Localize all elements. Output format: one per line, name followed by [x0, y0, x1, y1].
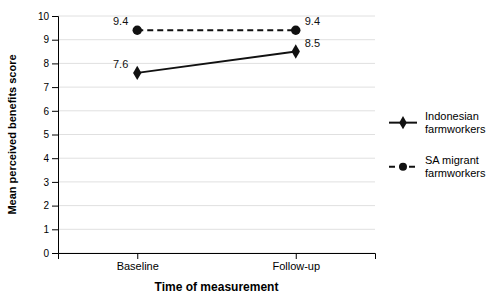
grid-line — [58, 39, 375, 40]
grid-line — [58, 181, 375, 182]
chart: 0 1 2 3 4 5 6 7 8 9 10 Baseline Follow-up 7.6 8.5 9.4 9.… — [0, 0, 500, 301]
legend-label: SA migrantfarmworkers — [425, 154, 486, 179]
legend-item: SA migrantfarmworkers — [389, 154, 486, 179]
x-tick-label: Follow-up — [272, 260, 320, 272]
grid-line — [58, 205, 375, 206]
y-tick-label: 0 — [43, 248, 49, 259]
y-tick-label: 3 — [43, 177, 49, 188]
grid-line — [58, 110, 375, 111]
series-line — [137, 29, 296, 31]
grid-line — [58, 158, 375, 159]
y-tick-mark — [52, 253, 58, 254]
x-tick-label: Baseline — [117, 260, 159, 272]
marks — [133, 26, 301, 81]
data-label: 8.5 — [305, 37, 320, 49]
y-axis-title: Mean perceived benefits score — [6, 54, 18, 214]
legend-marker — [399, 116, 407, 129]
point — [133, 26, 142, 35]
point — [292, 44, 300, 58]
y-tick-label: 5 — [43, 129, 49, 140]
x-axis: Baseline Follow-up — [59, 253, 376, 272]
y-tick: 4 — [43, 153, 58, 164]
y-tick: 7 — [43, 82, 58, 93]
data-labels: 7.6 8.5 9.4 9.4 — [113, 15, 320, 70]
point — [291, 26, 300, 35]
grid-line — [58, 134, 375, 135]
y-tick: 9 — [43, 34, 58, 45]
y-tick-mark — [52, 87, 58, 88]
x-axis-title: Time of measurement — [155, 280, 279, 294]
y-axis: 0 1 2 3 4 5 6 7 8 9 10 — [38, 11, 59, 259]
y-tick-label: 6 — [43, 106, 49, 117]
grid-line — [58, 229, 375, 230]
legend-label-line: farmworkers — [425, 167, 486, 179]
legend-label-line: SA migrant — [425, 154, 479, 166]
x-tick: Follow-up — [272, 253, 320, 272]
y-tick-label: 10 — [38, 11, 50, 22]
y-tick: 10 — [38, 11, 58, 22]
y-tick-mark — [52, 158, 58, 159]
data-label: 9.4 — [113, 15, 128, 27]
grid — [58, 16, 375, 253]
y-tick-mark — [52, 111, 58, 112]
y-tick: 5 — [43, 129, 58, 140]
legend-label: Indonesianfarmworkers — [425, 110, 486, 135]
y-tick-mark — [52, 16, 58, 17]
y-tick-mark — [52, 229, 58, 230]
x-tick-mark — [137, 253, 138, 259]
legend-item: Indonesianfarmworkers — [389, 110, 486, 135]
legend-label-line: Indonesian — [425, 110, 479, 122]
y-tick: 8 — [43, 58, 58, 69]
data-label: 7.6 — [113, 58, 128, 70]
point — [133, 66, 141, 80]
legend-marker — [399, 163, 407, 171]
series-line — [137, 52, 296, 73]
y-tick-label: 2 — [43, 200, 49, 211]
x-tick: Baseline — [117, 253, 159, 272]
y-tick-label: 4 — [43, 153, 49, 164]
y-tick: 2 — [43, 200, 58, 211]
y-axis-line — [52, 17, 59, 254]
y-tick: 3 — [43, 177, 58, 188]
x-axis-line — [59, 254, 376, 260]
grid-line — [58, 16, 375, 17]
legend-label-line: farmworkers — [425, 123, 486, 135]
y-tick-label: 1 — [43, 224, 49, 235]
x-tick-mark — [296, 253, 297, 259]
plot: 0 1 2 3 4 5 6 7 8 9 10 Baseline Follow-up 7.6 8.5 9.4 9.… — [38, 11, 376, 272]
y-tick-mark — [52, 135, 58, 136]
y-tick-mark — [52, 63, 58, 64]
y-tick-mark — [52, 182, 58, 183]
y-tick-label: 7 — [43, 82, 49, 93]
y-tick: 1 — [43, 224, 58, 235]
data-label: 9.4 — [305, 15, 320, 27]
y-tick-label: 8 — [43, 58, 49, 69]
legend: IndonesianfarmworkersSA migrantfarmworke… — [389, 110, 486, 179]
grid-line — [58, 87, 375, 88]
y-tick-mark — [52, 40, 58, 41]
y-tick: 6 — [43, 106, 58, 117]
y-tick-label: 9 — [43, 34, 49, 45]
y-tick-mark — [52, 206, 58, 207]
y-tick: 0 — [43, 248, 58, 259]
